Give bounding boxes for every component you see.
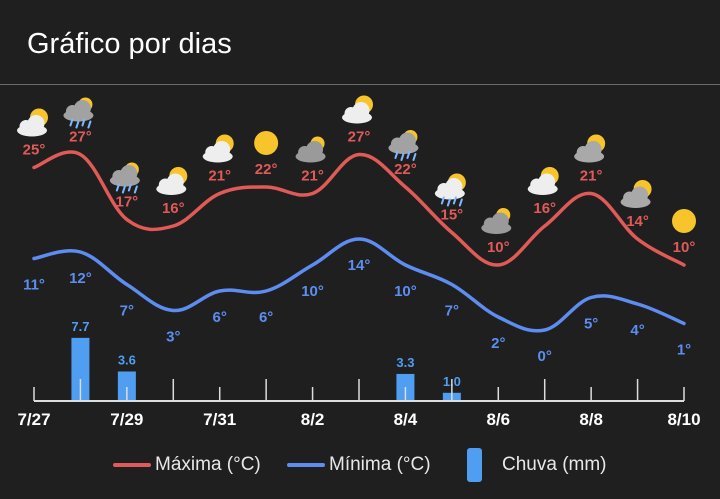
x-tick-label: 8/8	[579, 410, 603, 429]
max-temp-label: 15°	[441, 207, 464, 224]
max-temp-label: 21°	[208, 168, 231, 185]
sun-shape	[672, 209, 696, 233]
cloud-icon	[295, 136, 326, 163]
min-temp-label: 14°	[348, 257, 371, 274]
legend-swatch-rain	[467, 448, 482, 482]
x-tick-label: 7/31	[203, 410, 236, 429]
max-temp-label: 25°	[23, 142, 46, 159]
x-tick-label: 8/10	[667, 410, 700, 429]
sun-cloud-icon	[202, 134, 234, 163]
legend-label-rain: Chuva (mm)	[502, 454, 607, 475]
max-temp-label: 10°	[673, 239, 696, 256]
min-temp-label: 4°	[630, 322, 644, 339]
x-tick-label: 8/6	[486, 410, 510, 429]
legend-item-min: Mínima (°C)	[287, 448, 431, 482]
rain-bar	[117, 371, 136, 401]
legend-label-max: Máxima (°C)	[155, 454, 261, 475]
sun-cloud-icon	[156, 167, 188, 195]
sun-cloud-rain-icon	[434, 173, 466, 207]
max-temp-label: 16°	[533, 200, 556, 217]
min-temp-label: 0°	[538, 348, 552, 365]
max-temp-label: 27°	[69, 129, 92, 146]
cloud-sun-icon	[574, 134, 606, 163]
rain-bar	[71, 337, 90, 401]
max-temp-label: 21°	[580, 168, 603, 185]
cloud-icon	[481, 208, 512, 234]
min-temp-label: 12°	[69, 270, 92, 287]
sun-cloud-icon	[342, 95, 373, 124]
chart-legend: Máxima (°C) Mínima (°C) Chuva (mm)	[0, 448, 720, 482]
legend-label-min: Mínima (°C)	[329, 454, 431, 475]
page-title: Gráfico por dias	[27, 28, 232, 60]
legend-swatch-min	[287, 463, 325, 467]
min-temp-label: 10°	[394, 283, 417, 300]
min-temp-label: 3°	[166, 329, 180, 346]
min-temp-label: 10°	[301, 283, 324, 300]
min-temp-label: 2°	[491, 335, 505, 352]
x-tick-label: 7/27	[17, 410, 50, 429]
sun-icon	[672, 209, 696, 233]
max-temp-label: 10°	[487, 239, 510, 256]
app-header: Gráfico por dias	[0, 0, 720, 84]
min-temp-label: 6°	[259, 309, 273, 326]
rain-value-label: 3.6	[118, 352, 136, 367]
min-temp-label: 1°	[677, 342, 691, 359]
rain-value-label: 7.7	[71, 319, 89, 334]
sun-cloud-icon	[17, 108, 48, 137]
x-tick-label: 8/2	[301, 410, 325, 429]
cloud-rain-icon	[63, 97, 94, 129]
max-temp-label: 27°	[348, 129, 371, 146]
max-temp-label: 22°	[394, 161, 417, 178]
max-temp-label: 14°	[626, 213, 649, 230]
weather-chart: 25° 27° 17° 16° 21° 22° 21° 27° 22° 15° 10° 16° 21° 1…	[17, 95, 701, 429]
legend-item-rain: Chuva (mm)	[467, 448, 607, 482]
max-temp-label: 22°	[255, 161, 278, 178]
header-divider	[0, 84, 720, 85]
x-tick-label: 8/4	[394, 410, 418, 429]
sun-cloud-icon	[527, 167, 559, 195]
max-temp-label: 21°	[301, 168, 324, 185]
min-temp-label: 7°	[120, 303, 134, 320]
cloud-sun-icon	[620, 180, 652, 208]
rain-value-label: 3.3	[396, 355, 414, 370]
cloud-rain-icon	[109, 162, 140, 194]
min-temp-label: 6°	[213, 309, 227, 326]
min-temp-label: 11°	[23, 277, 45, 294]
x-tick-label: 7/29	[110, 410, 143, 429]
sun-shape	[254, 131, 279, 155]
min-temp-label: 7°	[445, 303, 459, 320]
max-temp-label: 17°	[116, 194, 139, 211]
max-temp-label: 16°	[162, 200, 185, 217]
legend-swatch-max	[113, 463, 151, 467]
min-temp-label: 5°	[584, 316, 598, 333]
min-temp-line	[32, 237, 686, 333]
max-temp-line	[32, 150, 686, 267]
legend-item-max: Máxima (°C)	[113, 448, 261, 482]
cloud-rain-icon	[388, 130, 419, 161]
sun-icon	[254, 131, 279, 155]
